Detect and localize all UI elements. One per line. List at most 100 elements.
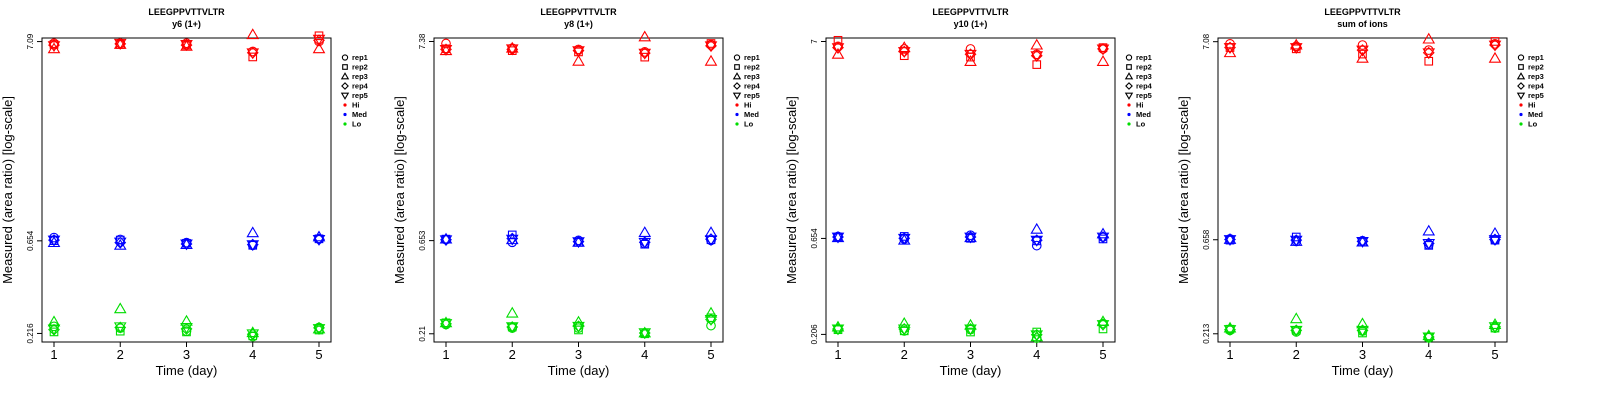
legend-label: rep5 bbox=[1528, 91, 1544, 100]
data-point-hi-rep5 bbox=[113, 38, 127, 50]
data-point-lo-rep5 bbox=[113, 322, 127, 334]
x-tick-label: 3 bbox=[1359, 347, 1366, 362]
data-point-lo-rep5 bbox=[180, 323, 193, 334]
data-point-med-rep5 bbox=[1223, 235, 1237, 246]
x-tick-label: 3 bbox=[575, 347, 582, 362]
legend-label: Hi bbox=[1528, 101, 1536, 110]
data-point-med-rep5 bbox=[505, 234, 519, 246]
legend-symbol-hi bbox=[1127, 103, 1131, 107]
x-axis-label: Time (day) bbox=[548, 363, 610, 378]
y-axis-label: Measured (area ratio) [log-scale] bbox=[0, 96, 15, 284]
series-lo bbox=[1223, 312, 1502, 344]
legend-symbol-med bbox=[735, 112, 739, 117]
legend-symbol-rep2 bbox=[342, 64, 348, 70]
legend-symbol-lo bbox=[735, 122, 739, 126]
data-point-hi-rep3 bbox=[1030, 38, 1044, 50]
data-point-hi-rep5 bbox=[47, 41, 61, 53]
y-tick-label: 7.09 bbox=[26, 33, 35, 49]
legend-symbol-rep3 bbox=[1124, 72, 1134, 80]
data-point-med-rep1 bbox=[1031, 240, 1042, 251]
data-point-lo-rep5 bbox=[312, 324, 326, 336]
data-point-lo-rep5 bbox=[47, 324, 61, 336]
y-tick-label: 0.21 bbox=[418, 325, 427, 341]
data-point-hi-rep3 bbox=[964, 55, 977, 66]
chart-panel-4: LEEGPPVTTVLTR sum of ions 1 2 3 4 5 7.08 0.658 0.… bbox=[1176, 7, 1545, 378]
chart-subtitle: sum of ions bbox=[1337, 19, 1388, 29]
legend-symbol-med bbox=[1127, 112, 1131, 117]
legend-symbol-rep5 bbox=[732, 92, 742, 100]
legend-label: Hi bbox=[352, 101, 360, 110]
data-point-med-rep5 bbox=[1422, 238, 1436, 250]
data-point-hi-rep5 bbox=[1289, 43, 1303, 55]
legend-label: rep4 bbox=[1136, 82, 1153, 91]
data-point-med-rep3 bbox=[638, 226, 652, 238]
data-point-lo-rep5 bbox=[964, 324, 977, 336]
data-point-hi-rep3 bbox=[1488, 51, 1502, 63]
data-point-lo-rep2 bbox=[115, 326, 125, 336]
data-point-hi-rep5 bbox=[1422, 48, 1436, 60]
y-axis-label: Measured (area ratio) [log-scale] bbox=[392, 96, 407, 284]
data-point-lo-rep5 bbox=[1030, 330, 1044, 342]
series-lo bbox=[831, 315, 1110, 343]
legend-label: Hi bbox=[744, 101, 752, 110]
legend-label: rep1 bbox=[352, 53, 368, 62]
legend-symbol-rep5 bbox=[1124, 92, 1134, 100]
legend-symbol-rep3 bbox=[340, 72, 350, 80]
legend-label: rep5 bbox=[1136, 91, 1152, 100]
legend-label: rep5 bbox=[744, 91, 760, 100]
series-med bbox=[831, 222, 1110, 251]
data-point-lo-rep5 bbox=[638, 328, 652, 340]
data-point-hi-rep5 bbox=[312, 34, 326, 46]
legend-symbol-rep1 bbox=[341, 54, 349, 61]
legend-symbol-rep3 bbox=[732, 72, 742, 80]
data-point-med-rep3 bbox=[1030, 222, 1044, 234]
data-point-med-rep3 bbox=[1422, 224, 1436, 236]
data-point-hi-rep3 bbox=[1422, 32, 1436, 44]
data-point-med-rep5 bbox=[704, 235, 718, 247]
data-point-lo-rep5 bbox=[1488, 322, 1502, 334]
x-tick-label: 1 bbox=[834, 347, 841, 362]
y-tick-label: 0.654 bbox=[26, 230, 35, 251]
legend-symbol-rep1 bbox=[1125, 54, 1133, 61]
data-point-hi-rep5 bbox=[1488, 40, 1502, 52]
data-point-lo-rep3 bbox=[638, 326, 652, 338]
y-axis-label: Measured (area ratio) [log-scale] bbox=[1176, 96, 1191, 284]
data-point-lo-rep5 bbox=[1289, 325, 1303, 337]
data-point-med-rep5 bbox=[831, 232, 845, 244]
legend-label: rep3 bbox=[352, 72, 368, 81]
chart-panel-1: LEEGPPVTTVLTR y6 (1+) 1 2 3 4 5 7.09 0.654 0.216 T… bbox=[0, 7, 369, 378]
y-tick-label: 7.38 bbox=[418, 33, 427, 49]
legend-symbol-rep5 bbox=[1516, 92, 1526, 100]
chart-panel-3: LEEGPPVTTVLTR y10 (1+) 1 2 3 4 5 7 0.654 0.206 Tim… bbox=[784, 7, 1153, 378]
data-point-hi-rep3 bbox=[638, 30, 652, 42]
legend-label: Lo bbox=[1528, 120, 1538, 129]
series-lo bbox=[47, 302, 326, 342]
data-point-med-rep5 bbox=[113, 237, 127, 249]
legend-label: Lo bbox=[744, 120, 754, 129]
legend-symbol-rep4 bbox=[1517, 82, 1525, 90]
series-hi bbox=[831, 35, 1110, 69]
data-point-hi-rep2 bbox=[966, 52, 975, 62]
legend-label: rep3 bbox=[1136, 72, 1152, 81]
legend-label: rep3 bbox=[744, 72, 760, 81]
data-point-med-rep5 bbox=[572, 237, 585, 249]
data-point-lo-rep3 bbox=[1356, 317, 1369, 329]
x-axis-label: Time (day) bbox=[940, 363, 1002, 378]
legend-label: Med bbox=[1528, 110, 1543, 119]
data-point-hi-rep3 bbox=[572, 54, 585, 66]
data-point-lo-rep3 bbox=[505, 306, 519, 318]
data-point-med-rep5 bbox=[47, 235, 61, 247]
x-tick-label: 4 bbox=[641, 347, 648, 362]
data-point-hi-rep5 bbox=[897, 47, 911, 59]
chart-title: LEEGPPVTTVLTR bbox=[148, 7, 225, 17]
legend-label: rep1 bbox=[1136, 53, 1152, 62]
data-point-lo-rep3 bbox=[704, 306, 718, 318]
data-point-lo-rep3 bbox=[47, 315, 61, 327]
data-point-med-rep5 bbox=[1289, 235, 1303, 247]
y-tick-label: 7.08 bbox=[1202, 33, 1211, 49]
x-tick-label: 2 bbox=[509, 347, 516, 362]
y-tick-label: 0.654 bbox=[810, 228, 819, 249]
